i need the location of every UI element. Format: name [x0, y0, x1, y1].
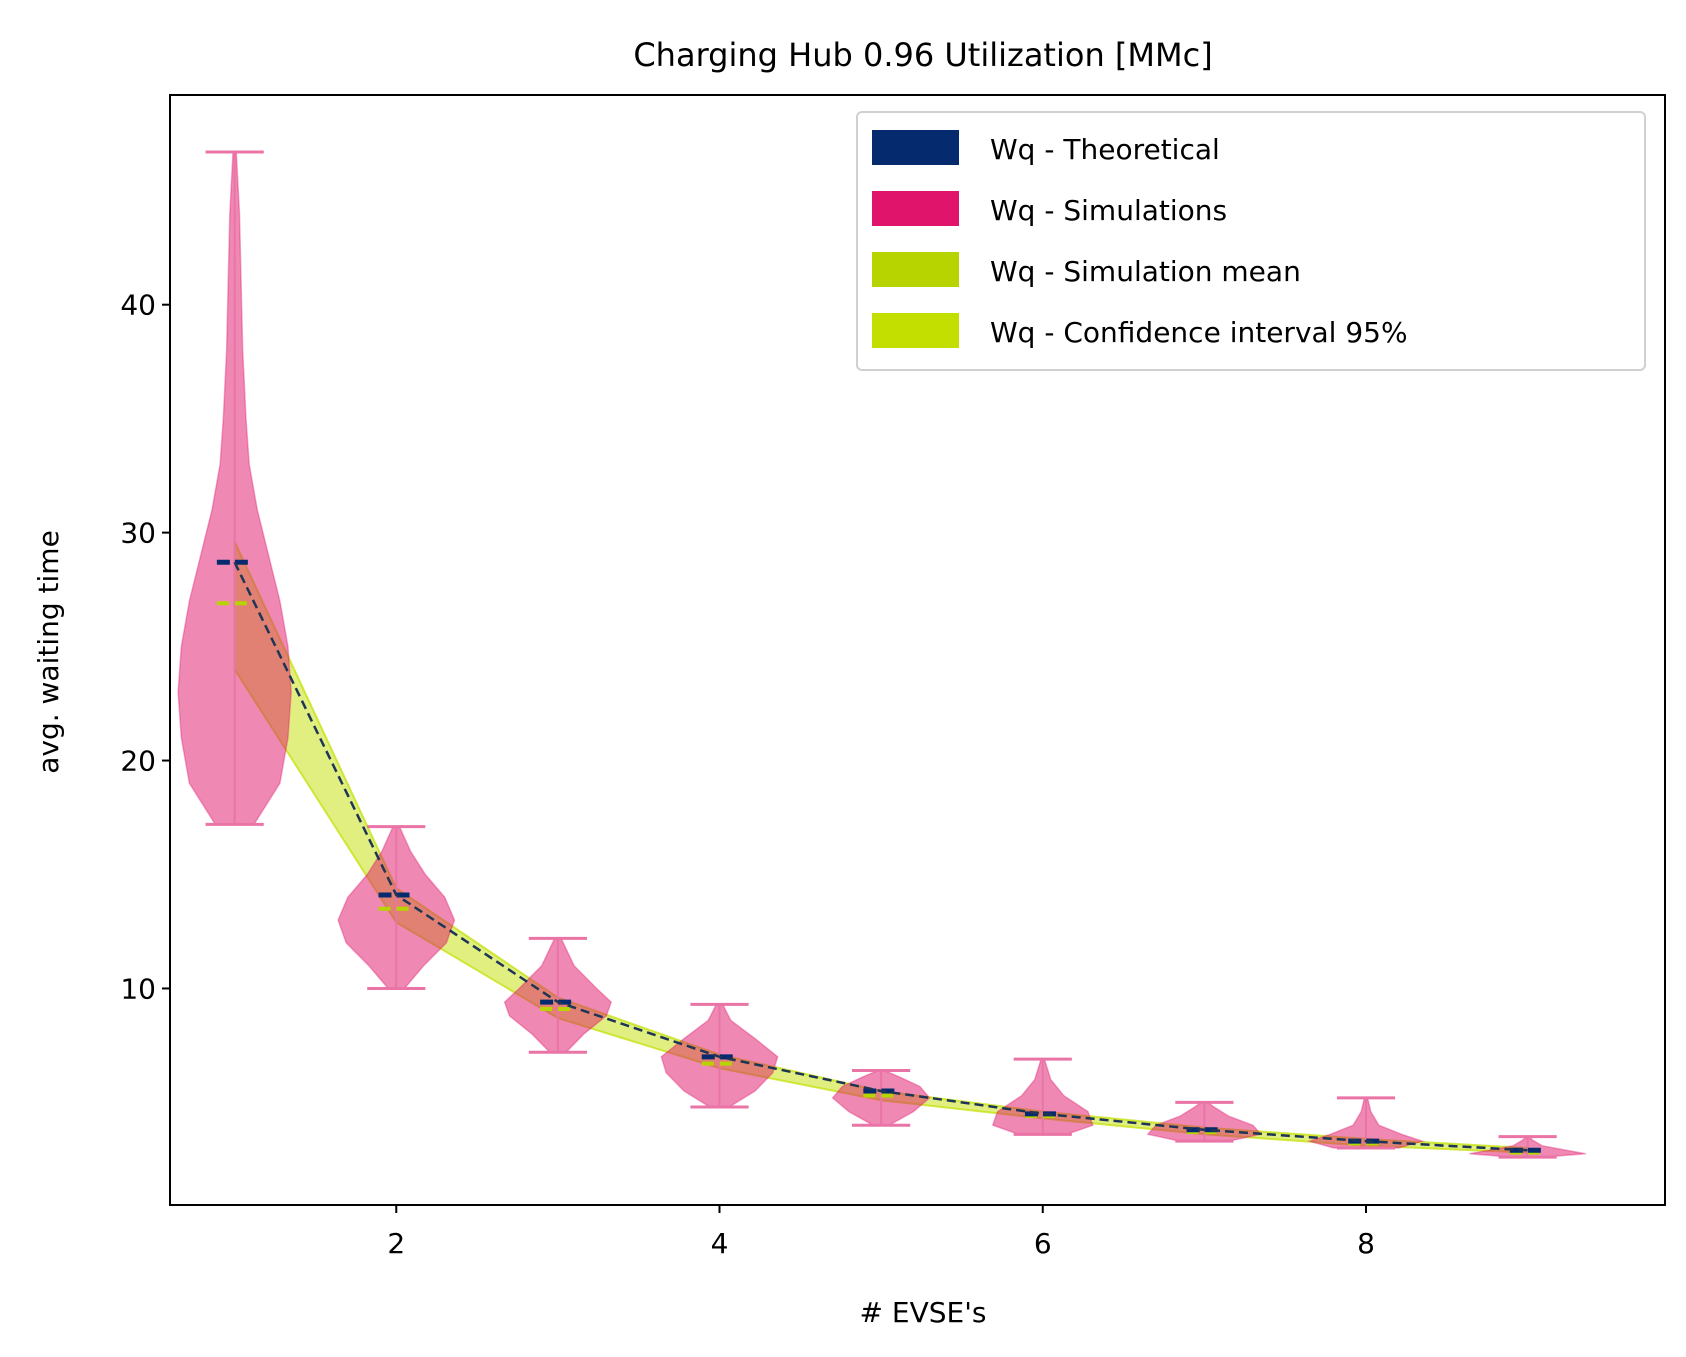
violin-8	[1306, 1096, 1426, 1150]
plot-frame	[169, 94, 1666, 1206]
y-tick-label: 40	[120, 289, 156, 322]
legend-entry: Wq - Confidence interval 95%	[872, 313, 1408, 349]
x-tick-label: 4	[711, 1227, 729, 1260]
legend-swatch	[872, 313, 959, 348]
x-tick-label: 8	[1357, 1227, 1375, 1260]
legend-entry: Wq - Theoretical	[872, 130, 1220, 166]
legend-box	[856, 111, 1646, 371]
y-axis-ticks: 10 20 30 40	[120, 289, 170, 1005]
chart-title: Charging Hub 0.96 Utilization [MMc]	[633, 36, 1212, 74]
violin-5	[831, 1069, 931, 1127]
violin-3	[503, 936, 613, 1054]
theoretical-dashed-line	[233, 561, 1528, 1152]
x-tick-label: 6	[1034, 1227, 1052, 1260]
legend-swatch	[872, 252, 959, 287]
y-tick-label: 10	[120, 972, 156, 1005]
simulation-violins	[177, 150, 1586, 1159]
violin-9	[1469, 1135, 1586, 1159]
legend-entry: Wq - Simulations	[872, 191, 1227, 227]
legend-swatch	[872, 191, 959, 226]
violin-2	[337, 825, 456, 990]
legend-swatch	[872, 130, 959, 165]
y-axis-label: avg. waiting time	[32, 530, 65, 774]
violin-6	[991, 1057, 1094, 1136]
x-axis-label: # EVSE's	[860, 1296, 987, 1329]
y-tick-label: 30	[120, 517, 156, 550]
legend-label: Wq - Confidence interval 95%	[990, 316, 1408, 349]
legend-entry: Wq - Simulation mean	[872, 252, 1301, 288]
axes-border	[169, 94, 1666, 1206]
violin-1	[177, 150, 292, 826]
x-tick-label: 2	[387, 1227, 405, 1260]
y-tick-label: 20	[120, 745, 156, 778]
legend-label: Wq - Simulation mean	[990, 255, 1301, 288]
legend: Wq - Theoretical Wq - Simulations Wq - Sim…	[856, 111, 1646, 371]
legend-label: Wq - Simulations	[990, 194, 1227, 227]
theoretical-line	[233, 561, 1528, 1152]
x-axis-ticks: 2 4 6 8	[387, 1205, 1375, 1260]
legend-label: Wq - Theoretical	[990, 133, 1220, 166]
